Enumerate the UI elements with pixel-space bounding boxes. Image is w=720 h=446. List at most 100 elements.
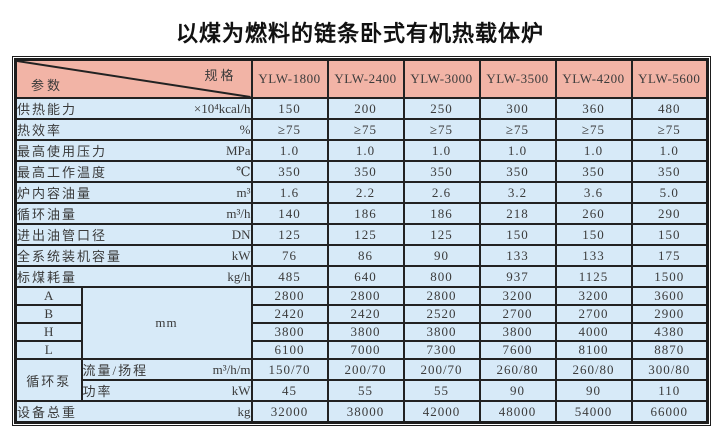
row-pipe-diameter: 进出油管口径 DN 125 125 125 150 150 150 bbox=[14, 223, 709, 246]
value-cell: 6100 bbox=[250, 340, 329, 360]
param-unit: kW bbox=[231, 382, 251, 398]
value-cell: 1.0 bbox=[554, 139, 633, 162]
corner-spec-label: 规格 bbox=[204, 68, 237, 83]
value-cell: 2700 bbox=[478, 304, 557, 324]
param-unit: kg/h bbox=[227, 268, 251, 284]
value-cell: 290 bbox=[630, 202, 709, 225]
value-cell: 5.0 bbox=[630, 181, 709, 204]
value-cell: 2900 bbox=[630, 304, 709, 324]
param-label: 炉内容油量 bbox=[17, 186, 93, 201]
value-cell: 480 bbox=[630, 97, 709, 120]
value-cell: 2800 bbox=[326, 286, 405, 306]
value-cell: 260/80 bbox=[554, 358, 633, 381]
value-cell: 1500 bbox=[630, 265, 709, 288]
value-cell: 1.0 bbox=[478, 139, 557, 162]
value-cell: 133 bbox=[554, 244, 633, 267]
param-label: 标煤耗量 bbox=[17, 270, 78, 285]
value-cell: 90 bbox=[554, 379, 633, 402]
value-cell: 350 bbox=[630, 160, 709, 183]
value-cell: 3800 bbox=[326, 322, 405, 342]
param-unit: DN bbox=[231, 226, 251, 242]
value-cell: 4380 bbox=[630, 322, 709, 342]
row-max-temperature: 最高工作温度 ℃ 350 350 350 350 350 350 bbox=[14, 160, 709, 183]
value-cell: 125 bbox=[250, 223, 329, 246]
value-cell: 300 bbox=[478, 97, 557, 120]
value-cell: 32000 bbox=[250, 400, 329, 424]
model-header: YLW-2400 bbox=[326, 58, 405, 99]
value-cell: 8870 bbox=[630, 340, 709, 360]
param-label: 循环油量 bbox=[17, 207, 78, 222]
value-cell: 7000 bbox=[326, 340, 405, 360]
value-cell: 300/80 bbox=[630, 358, 709, 381]
row-installed-power: 全系统装机容量 kW 76 86 90 133 133 175 bbox=[14, 244, 709, 267]
value-cell: 1125 bbox=[554, 265, 633, 288]
value-cell: 1.6 bbox=[250, 181, 329, 204]
value-cell: 1.0 bbox=[250, 139, 329, 162]
diagonal-line bbox=[17, 61, 251, 97]
param-unit: % bbox=[239, 121, 251, 137]
row-furnace-oil-volume: 炉内容油量 m³ 1.6 2.2 2.6 3.2 3.6 5.0 bbox=[14, 181, 709, 204]
value-cell: 76 bbox=[250, 244, 329, 267]
value-cell: 3800 bbox=[402, 322, 481, 342]
param-unit: kW bbox=[231, 247, 251, 263]
row-dim-a: A mm 2800 2800 2800 3200 3200 3600 bbox=[14, 286, 709, 360]
value-cell: 38000 bbox=[326, 400, 405, 424]
value-cell: 48000 bbox=[478, 400, 557, 424]
param-unit: ×10⁴kcal/h bbox=[193, 100, 251, 116]
value-cell: 350 bbox=[250, 160, 329, 183]
param-unit: m³/h/m bbox=[212, 361, 251, 377]
value-cell: 175 bbox=[630, 244, 709, 267]
value-cell: ≥75 bbox=[478, 118, 557, 141]
param-unit: kg bbox=[237, 403, 251, 419]
value-cell: 4000 bbox=[554, 322, 633, 342]
param-label: 最高工作温度 bbox=[17, 165, 108, 180]
value-cell: 186 bbox=[326, 202, 405, 225]
value-cell: 2420 bbox=[326, 304, 405, 324]
value-cell: 3600 bbox=[630, 286, 709, 306]
row-total-weight: 设备总重 kg 32000 38000 42000 48000 54000 660… bbox=[14, 400, 709, 424]
value-cell: ≥75 bbox=[250, 118, 329, 141]
row-pump-power: 功率 kW 45 55 55 90 90 110 bbox=[16, 379, 709, 402]
row-circulating-oil-flow: 循环油量 m³/h 140 186 186 218 260 290 bbox=[14, 202, 709, 225]
corner-param-label: 参数 bbox=[31, 78, 64, 93]
dim-label: B bbox=[14, 304, 83, 324]
value-cell: 360 bbox=[554, 97, 633, 120]
spec-table: 规格 参数 YLW-1800 YLW-2400 YLW-3000 YLW-350… bbox=[12, 56, 711, 426]
model-header: YLW-1800 bbox=[250, 58, 329, 99]
param-label: 流量/扬程 bbox=[82, 363, 149, 378]
value-cell: 260/80 bbox=[478, 358, 557, 381]
value-cell: 1.0 bbox=[402, 139, 481, 162]
param-label: 全系统装机容量 bbox=[17, 249, 123, 264]
value-cell: 937 bbox=[478, 265, 557, 288]
value-cell: 42000 bbox=[402, 400, 481, 424]
value-cell: 110 bbox=[630, 379, 709, 402]
value-cell: 3800 bbox=[250, 322, 329, 342]
value-cell: 186 bbox=[402, 202, 481, 225]
dim-unit-cell: mm bbox=[80, 286, 253, 360]
row-heating-capacity: 供热能力 ×10⁴kcal/h 150 200 250 300 360 480 bbox=[14, 97, 709, 120]
param-unit: ℃ bbox=[235, 163, 251, 179]
value-cell: 150 bbox=[478, 223, 557, 246]
value-cell: 3200 bbox=[478, 286, 557, 306]
value-cell: 1.0 bbox=[630, 139, 709, 162]
value-cell: 3800 bbox=[478, 322, 557, 342]
value-cell: 218 bbox=[478, 202, 557, 225]
value-cell: ≥75 bbox=[402, 118, 481, 141]
value-cell: ≥75 bbox=[554, 118, 633, 141]
param-label: 最高使用压力 bbox=[17, 144, 108, 159]
value-cell: 2800 bbox=[250, 286, 329, 306]
value-cell: 200 bbox=[326, 97, 405, 120]
param-label: 供热能力 bbox=[17, 102, 78, 117]
row-thermal-efficiency: 热效率% ≥75 ≥75 ≥75 ≥75 ≥75 ≥75 bbox=[14, 118, 709, 141]
value-cell: 66000 bbox=[630, 400, 709, 424]
model-header: YLW-3500 bbox=[478, 58, 557, 99]
row-dim-h: H 3800 3800 3800 3800 4000 4380 bbox=[14, 322, 709, 342]
value-cell: 7600 bbox=[478, 340, 557, 360]
value-cell: 133 bbox=[478, 244, 557, 267]
param-unit: MPa bbox=[225, 142, 251, 158]
param-label: 设备总重 bbox=[17, 405, 78, 420]
value-cell: 200/70 bbox=[326, 358, 405, 381]
pump-label: 循环泵 bbox=[14, 358, 83, 402]
value-cell: 350 bbox=[326, 160, 405, 183]
param-unit: m³/h bbox=[226, 205, 251, 221]
